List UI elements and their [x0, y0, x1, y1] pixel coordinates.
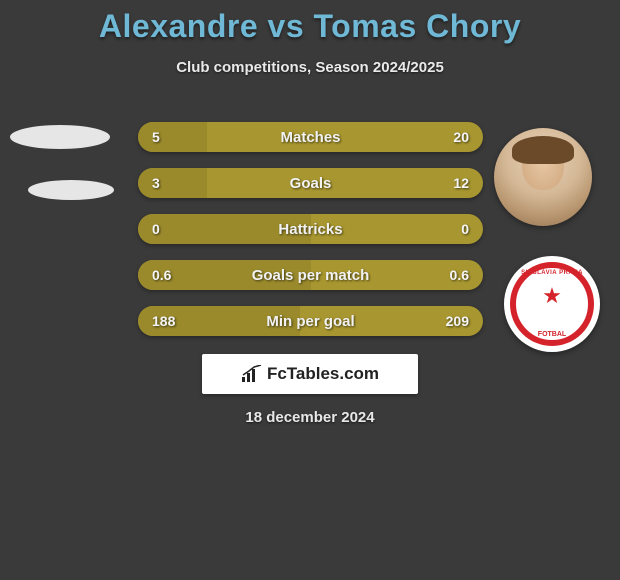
- club-badge-bottom-text: FOTBAL: [504, 331, 600, 338]
- stat-row-goals-per-match: 0.6 Goals per match 0.6: [138, 260, 483, 290]
- stat-right-value: 209: [446, 313, 469, 329]
- stat-left-value: 0.6: [152, 267, 171, 283]
- stat-row-hattricks: 0 Hattricks 0: [138, 214, 483, 244]
- stat-row-min-per-goal: 188 Min per goal 209: [138, 306, 483, 336]
- stat-label: Hattricks: [278, 221, 342, 238]
- stat-fill: [138, 168, 207, 198]
- stat-label: Matches: [280, 129, 340, 146]
- player-right-club-badge: SK SLAVIA PRAHA ★ FOTBAL: [504, 256, 600, 352]
- stat-fill: [138, 122, 207, 152]
- date-text: 18 december 2024: [0, 409, 620, 426]
- stat-right-value: 0: [461, 221, 469, 237]
- brand-text: FcTables.com: [267, 364, 379, 384]
- stat-row-matches: 5 Matches 20: [138, 122, 483, 152]
- stat-left-value: 3: [152, 175, 160, 191]
- stat-label: Goals per match: [252, 267, 370, 284]
- stat-label: Min per goal: [266, 313, 354, 330]
- club-badge-star-icon: ★: [542, 283, 562, 309]
- stats-container: 5 Matches 20 3 Goals 12 0 Hattricks 0 0.…: [138, 122, 483, 352]
- stat-left-value: 0: [152, 221, 160, 237]
- stat-left-value: 188: [152, 313, 175, 329]
- chart-icon: [241, 365, 263, 383]
- club-badge-top-text: SK SLAVIA PRAHA: [504, 270, 600, 276]
- comparison-title: Alexandre vs Tomas Chory: [0, 0, 620, 45]
- brand-box[interactable]: FcTables.com: [202, 354, 418, 394]
- stat-label: Goals: [290, 175, 332, 192]
- player-left-avatar-placeholder: [10, 125, 110, 149]
- stat-left-value: 5: [152, 129, 160, 145]
- stat-row-goals: 3 Goals 12: [138, 168, 483, 198]
- player-right-avatar: [494, 128, 592, 226]
- player-left-club-placeholder: [28, 180, 114, 200]
- subtitle: Club competitions, Season 2024/2025: [0, 59, 620, 76]
- stat-right-value: 0.6: [450, 267, 469, 283]
- stat-right-value: 20: [453, 129, 469, 145]
- stat-right-value: 12: [453, 175, 469, 191]
